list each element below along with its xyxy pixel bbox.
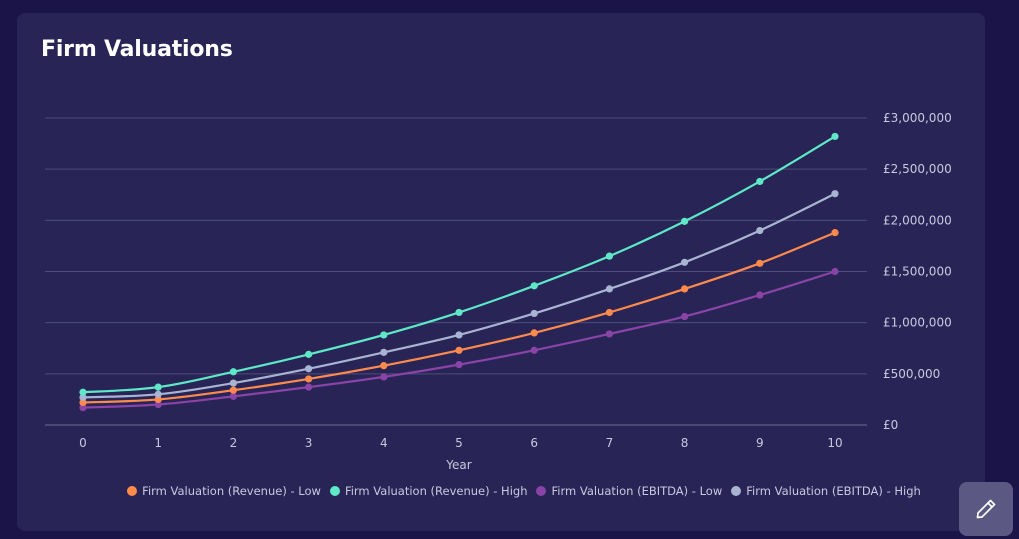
data-point-firm-valuation-revenue-low <box>229 386 237 394</box>
y-tick-label: £0 <box>883 418 898 432</box>
data-point-firm-valuation-revenue-low <box>79 398 87 407</box>
data-point-firm-valuation-ebitda-low <box>455 361 463 369</box>
x-axis-title: Year <box>445 458 471 472</box>
edit-button[interactable] <box>959 482 1013 536</box>
data-point-firm-valuation-ebitda-high <box>229 379 237 387</box>
x-tick-label: 0 <box>79 436 87 450</box>
y-tick-label: £1,500,000 <box>883 265 952 279</box>
data-point-firm-valuation-revenue-low <box>605 308 614 317</box>
y-tick-label: £500,000 <box>883 367 940 381</box>
legend-swatch <box>731 486 742 496</box>
legend-item[interactable]: Firm Valuation (EBITDA) - High <box>731 484 921 498</box>
series-line-firm-valuation-revenue-high <box>82 135 836 394</box>
x-tick-label: 4 <box>380 436 388 450</box>
data-point-firm-valuation-revenue-high <box>530 282 538 290</box>
chart-legend: Firm Valuation (Revenue) - Low Firm Valua… <box>17 484 985 498</box>
data-point-firm-valuation-ebitda-low <box>681 312 689 321</box>
data-point-firm-valuation-revenue-high <box>455 308 463 317</box>
data-point-firm-valuation-revenue-low <box>380 362 388 370</box>
legend-label: Firm Valuation (Revenue) - High <box>344 484 528 498</box>
y-tick-label: £2,000,000 <box>883 213 952 227</box>
y-tick-label: £2,500,000 <box>883 162 952 176</box>
y-tick-label: £1,000,000 <box>883 316 952 330</box>
data-point-firm-valuation-revenue-low <box>305 375 313 383</box>
data-point-firm-valuation-revenue-low <box>154 395 162 404</box>
data-point-firm-valuation-revenue-high <box>756 177 764 186</box>
data-point-firm-valuation-ebitda-high <box>831 190 839 198</box>
data-point-firm-valuation-ebitda-high <box>530 309 538 318</box>
data-point-firm-valuation-revenue-high <box>79 388 87 396</box>
data-point-firm-valuation-revenue-low <box>756 259 764 267</box>
pencil-icon <box>976 499 996 519</box>
data-point-firm-valuation-revenue-high <box>831 132 839 141</box>
data-point-firm-valuation-revenue-low <box>681 285 689 293</box>
data-point-firm-valuation-ebitda-low <box>154 400 162 409</box>
data-point-firm-valuation-ebitda-high <box>305 365 313 373</box>
legend-swatch <box>127 486 138 496</box>
legend-item[interactable]: Firm Valuation (EBITDA) - Low <box>536 484 722 498</box>
data-point-firm-valuation-revenue-low <box>455 346 463 354</box>
data-point-firm-valuation-ebitda-high <box>605 285 614 293</box>
chart-title: Firm Valuations <box>41 37 233 62</box>
x-tick-label: 10 <box>827 436 842 450</box>
data-point-firm-valuation-ebitda-high <box>380 348 388 356</box>
data-point-firm-valuation-ebitda-low <box>605 330 614 338</box>
legend-label: Firm Valuation (EBITDA) - Low <box>551 484 723 498</box>
data-point-firm-valuation-revenue-high <box>681 217 689 225</box>
x-tick-label: 2 <box>230 436 238 450</box>
legend-swatch <box>329 486 340 496</box>
legend-item[interactable]: Firm Valuation (Revenue) - High <box>329 484 528 498</box>
x-tick-label: 8 <box>681 436 689 450</box>
data-point-firm-valuation-ebitda-high <box>681 258 689 266</box>
line-chart: £0 £500,000 £1,000,000 £1,500,000 £2,000,000… <box>45 111 952 472</box>
data-point-firm-valuation-ebitda-low <box>831 267 839 276</box>
data-point-firm-valuation-revenue-high <box>605 252 614 260</box>
data-point-firm-valuation-ebitda-low <box>305 383 313 391</box>
x-tick-label: 6 <box>530 436 538 450</box>
x-tick-label: 5 <box>455 436 463 450</box>
data-point-firm-valuation-ebitda-high <box>756 226 764 235</box>
x-tick-label: 9 <box>756 436 764 450</box>
data-point-firm-valuation-ebitda-low <box>229 392 237 400</box>
y-tick-label: £3,000,000 <box>883 111 952 125</box>
legend-label: Firm Valuation (Revenue) - Low <box>142 484 321 498</box>
data-point-firm-valuation-ebitda-low <box>530 346 538 354</box>
series-line-firm-valuation-revenue-low <box>82 231 836 404</box>
data-point-firm-valuation-revenue-high <box>154 383 162 391</box>
legend-label: Firm Valuation (EBITDA) - High <box>746 484 921 498</box>
data-point-firm-valuation-revenue-high <box>305 350 313 358</box>
data-point-firm-valuation-ebitda-high <box>154 390 162 398</box>
data-point-firm-valuation-ebitda-low <box>380 373 388 381</box>
legend-swatch <box>536 486 547 496</box>
data-point-firm-valuation-ebitda-low <box>79 404 87 412</box>
data-point-firm-valuation-revenue-high <box>380 331 388 339</box>
data-point-firm-valuation-revenue-low <box>831 229 839 237</box>
data-point-firm-valuation-revenue-low <box>530 329 538 337</box>
series-line-firm-valuation-ebitda-low <box>82 270 836 409</box>
x-tick-label: 3 <box>305 436 313 450</box>
x-tick-label: 1 <box>154 436 162 450</box>
legend-item[interactable]: Firm Valuation (Revenue) - Low <box>127 484 321 498</box>
data-point-firm-valuation-ebitda-high <box>79 393 87 401</box>
data-point-firm-valuation-revenue-high <box>229 368 237 376</box>
data-point-firm-valuation-ebitda-low <box>756 291 764 299</box>
data-point-firm-valuation-ebitda-high <box>455 331 463 339</box>
x-tick-label: 7 <box>606 436 614 450</box>
chart-card: Firm Valuations £0 £500,000 £1,000,000 £1,5… <box>17 13 985 531</box>
